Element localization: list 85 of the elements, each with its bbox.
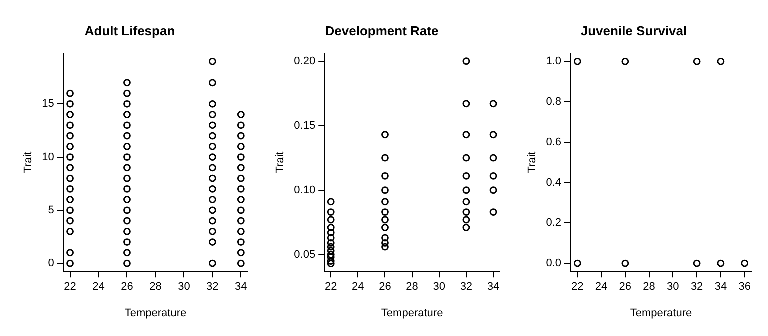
y-tick-label: 1.0 [546, 56, 562, 68]
x-tick-label: 22 [64, 281, 76, 294]
point [382, 172, 389, 180]
y-tick-label: 10 [42, 151, 54, 164]
x-tick-label: 24 [92, 281, 105, 294]
point [490, 172, 498, 180]
point [490, 131, 498, 139]
y-tick-label: 15 [42, 98, 54, 110]
chart-title: Adult Lifespan [84, 23, 176, 38]
point [462, 172, 470, 180]
point [382, 224, 389, 232]
point [382, 198, 389, 206]
point [462, 100, 470, 108]
point [327, 243, 335, 251]
point [462, 208, 470, 216]
y-axis-title: Trait [274, 152, 287, 174]
x-tick-label: 34 [487, 281, 500, 294]
point [462, 224, 470, 232]
y-axis-title: Trait [22, 152, 35, 174]
x-tick-label: 30 [667, 281, 680, 294]
point [327, 247, 335, 255]
x-tick-label: 36 [738, 281, 751, 294]
x-axis-title: Temperature [630, 307, 692, 320]
x-axis-title: Temperature [381, 307, 444, 320]
y-tick-label: 0.2 [546, 217, 562, 230]
point [327, 216, 335, 224]
x-tick-label: 22 [572, 281, 584, 294]
point [462, 131, 470, 139]
x-tick-label: 30 [178, 281, 190, 294]
point [382, 131, 389, 139]
point [327, 254, 335, 262]
point [382, 186, 389, 194]
x-tick-label: 32 [690, 281, 704, 294]
chart-title: Juvenile Survival [580, 23, 688, 38]
point [382, 216, 389, 224]
x-tick-label: 28 [150, 281, 162, 294]
point [462, 216, 470, 224]
point [327, 224, 335, 232]
point [327, 229, 335, 237]
x-axis-title: Temperature [124, 307, 187, 320]
point [382, 208, 389, 216]
point [462, 154, 470, 162]
point [462, 186, 470, 194]
y-axis-title: Trait [526, 152, 539, 174]
x-tick-label: 28 [643, 281, 656, 294]
point [327, 258, 335, 265]
point [327, 251, 335, 259]
point [490, 186, 498, 194]
x-tick-label: 34 [714, 281, 728, 294]
point [462, 198, 470, 206]
point [327, 198, 335, 206]
point [462, 58, 470, 66]
point [490, 100, 498, 108]
y-tick-label: 0.4 [546, 176, 562, 189]
chart-title: Development Rate [325, 23, 439, 38]
point [327, 260, 335, 268]
point [327, 234, 335, 242]
y-tick-label: 0 [48, 258, 54, 270]
point [490, 154, 498, 162]
point [382, 154, 389, 162]
y-tick-label: 0.05 [294, 248, 316, 261]
x-tick-label: 24 [352, 281, 364, 294]
y-tick-label: 0.20 [294, 55, 316, 68]
y-tick-label: 0.10 [294, 184, 316, 196]
x-tick-label: 32 [460, 281, 473, 294]
x-tick-label: 22 [324, 281, 338, 294]
x-tick-label: 26 [619, 281, 632, 294]
x-tick-label: 24 [595, 281, 608, 294]
point [327, 240, 335, 247]
x-tick-label: 26 [121, 281, 134, 294]
x-tick-label: 26 [379, 281, 392, 294]
x-tick-label: 34 [235, 281, 248, 294]
point [327, 208, 335, 216]
y-tick-label: 0.15 [294, 120, 316, 132]
y-tick-label: 5 [48, 204, 54, 216]
y-tick-label: 0.8 [546, 96, 562, 108]
point [382, 240, 389, 247]
point [382, 234, 389, 242]
x-tick-label: 28 [406, 281, 418, 294]
x-tick-label: 32 [206, 281, 219, 294]
x-tick-label: 30 [433, 281, 446, 294]
point [490, 208, 498, 216]
point [382, 243, 389, 251]
y-tick-label: 0.0 [546, 258, 562, 270]
y-tick-label: 0.6 [546, 136, 562, 148]
